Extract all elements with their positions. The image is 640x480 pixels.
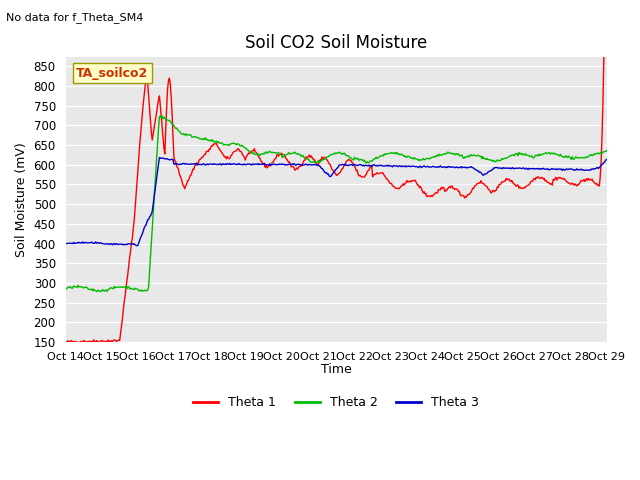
X-axis label: Time: Time <box>321 363 351 376</box>
Y-axis label: Soil Moisture (mV): Soil Moisture (mV) <box>15 142 28 257</box>
Text: No data for f_Theta_SM4: No data for f_Theta_SM4 <box>6 12 144 23</box>
Title: Soil CO2 Soil Moisture: Soil CO2 Soil Moisture <box>245 34 427 52</box>
Text: TA_soilco2: TA_soilco2 <box>76 67 148 80</box>
Legend: Theta 1, Theta 2, Theta 3: Theta 1, Theta 2, Theta 3 <box>188 391 484 414</box>
